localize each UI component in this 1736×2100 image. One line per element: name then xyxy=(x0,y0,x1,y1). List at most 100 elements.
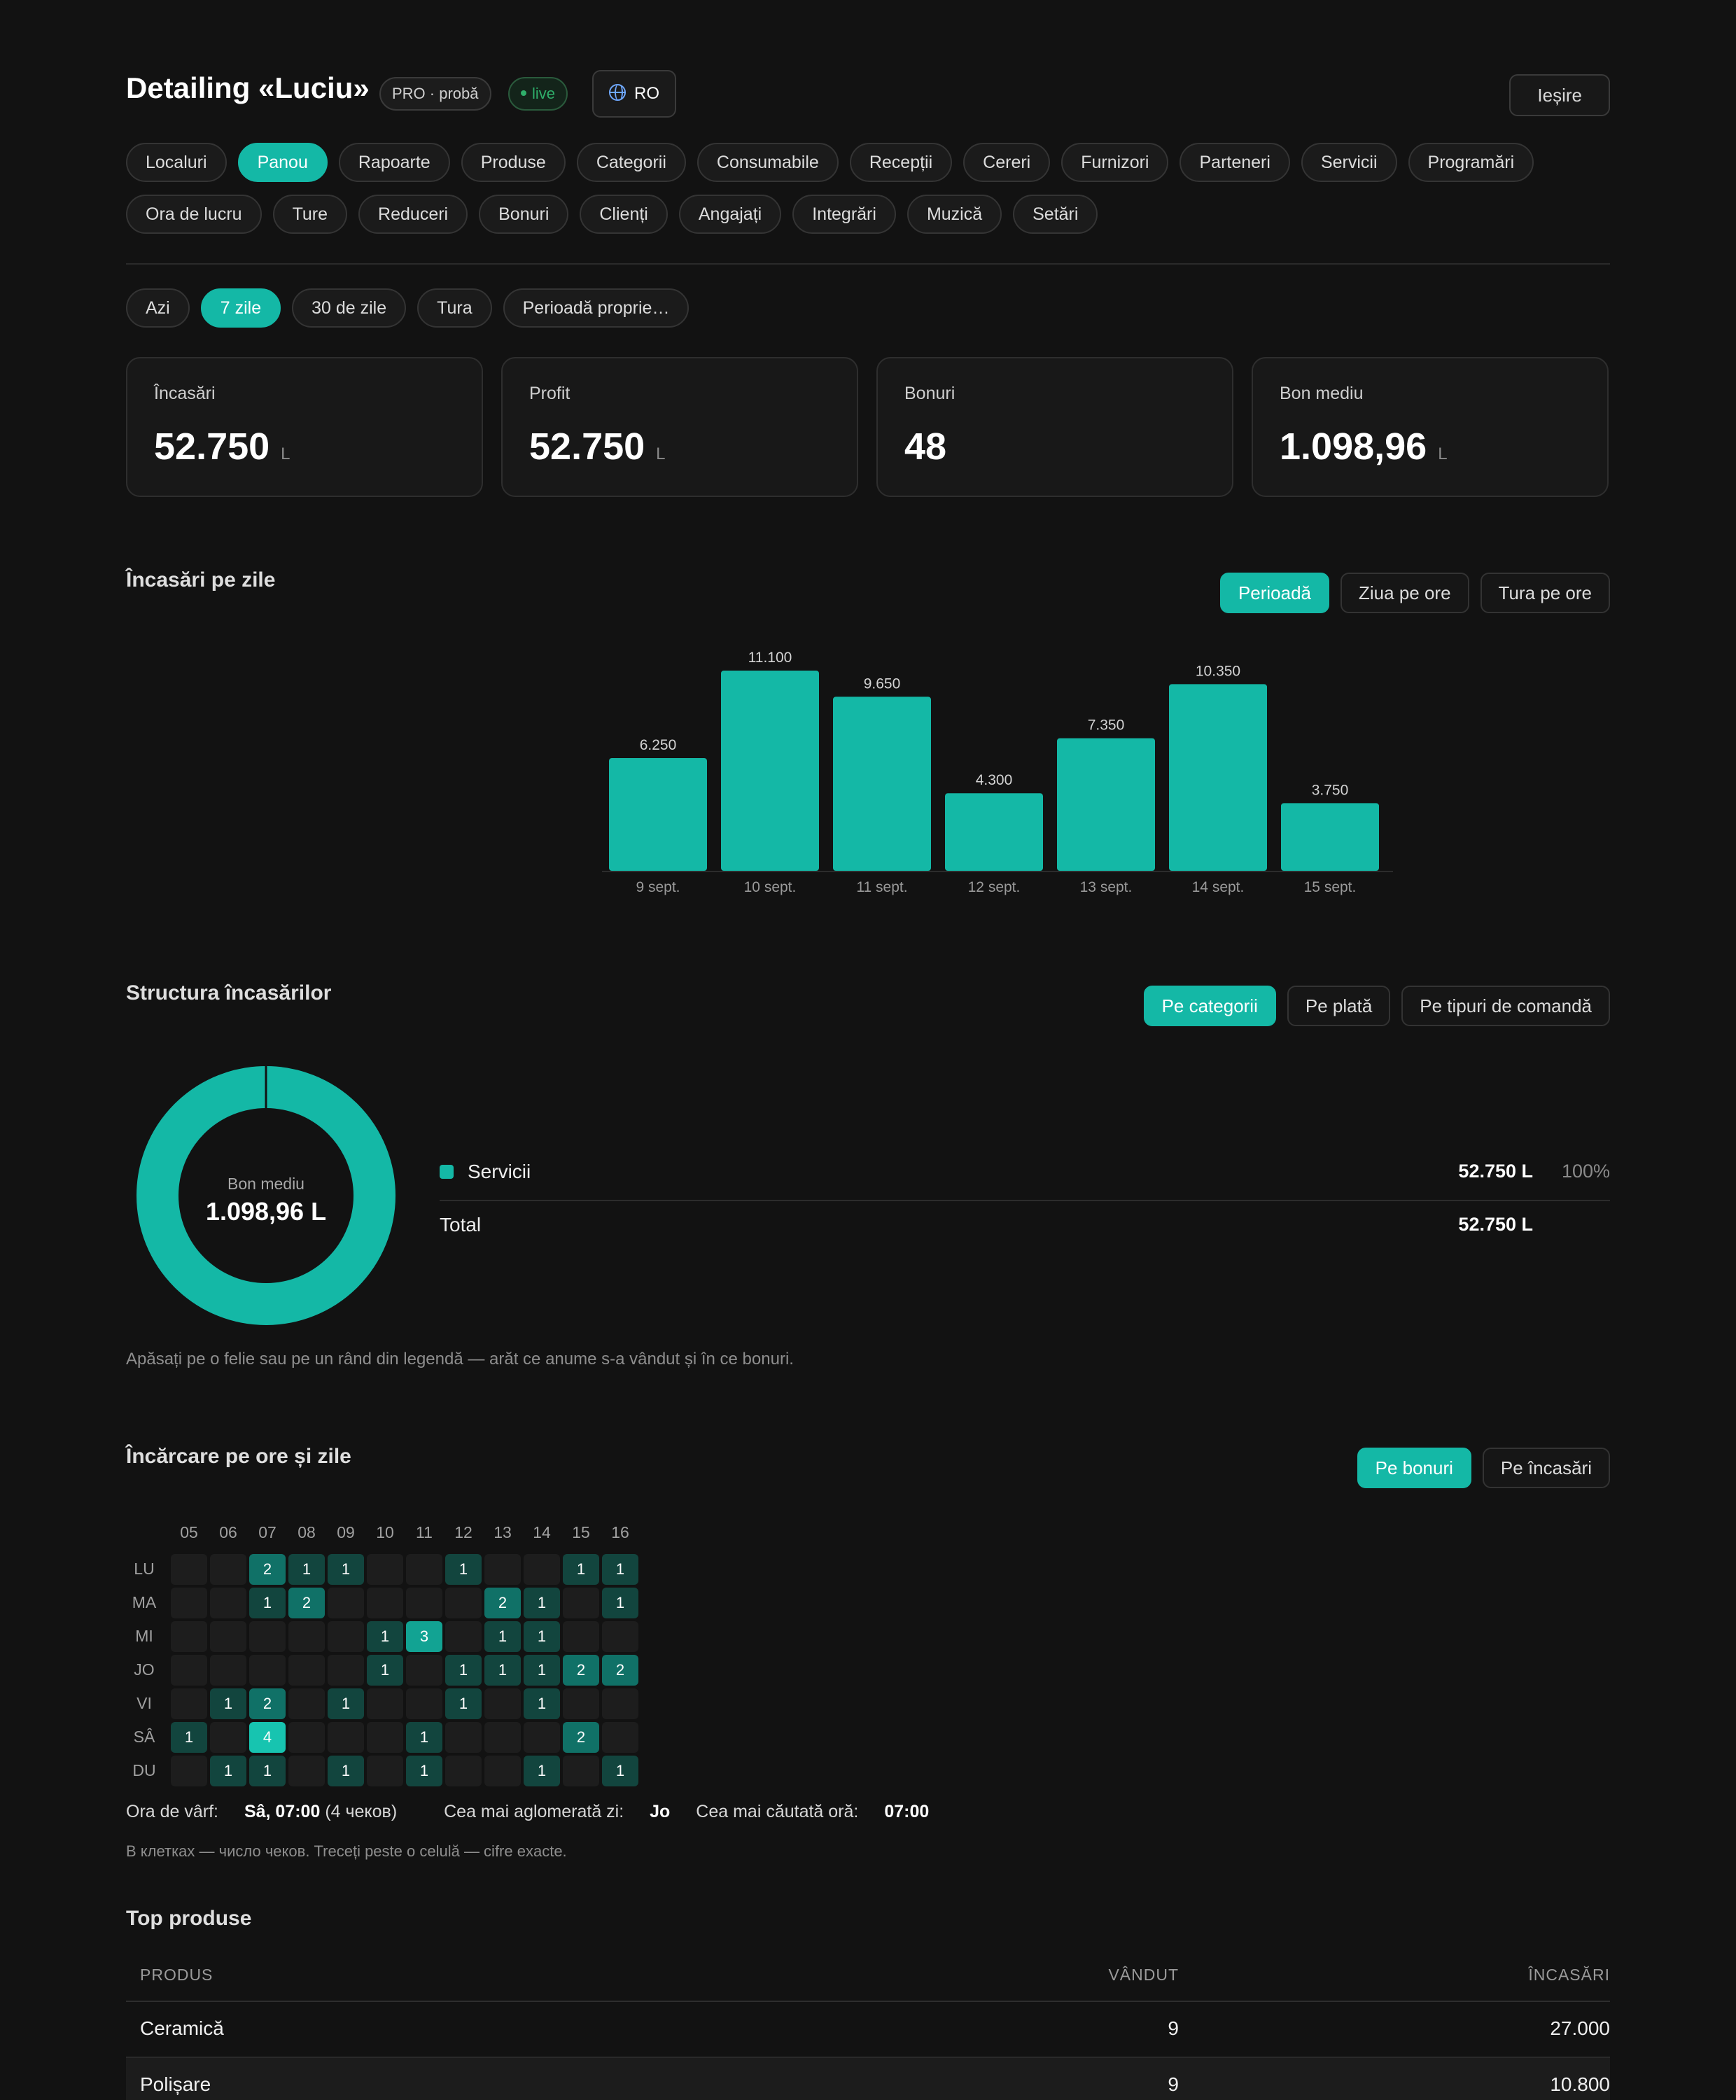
heatmap-cell[interactable] xyxy=(210,1722,246,1753)
heatmap-cell[interactable] xyxy=(484,1554,521,1585)
heatmap-cell[interactable]: 2 xyxy=(249,1554,286,1585)
heatmap-cell[interactable]: 1 xyxy=(210,1688,246,1719)
period-option-tura[interactable]: Tura xyxy=(417,288,492,328)
heatmap-cell[interactable]: 2 xyxy=(288,1588,325,1618)
legend-row-servicii[interactable]: Servicii 52.750 L 100% xyxy=(440,1148,1610,1201)
heatmap-cell[interactable]: 1 xyxy=(524,1588,560,1618)
nav-item-clienti[interactable]: Clienți xyxy=(580,195,668,234)
heatmap-cell[interactable] xyxy=(406,1554,442,1585)
heatmap-cell[interactable] xyxy=(563,1621,599,1652)
heatmap-cell[interactable] xyxy=(210,1655,246,1686)
heatmap-cell[interactable] xyxy=(524,1554,560,1585)
heatmap-cell[interactable]: 1 xyxy=(367,1655,403,1686)
nav-item-ture[interactable]: Ture xyxy=(272,195,348,234)
table-row[interactable]: Polișare 9 10.800 xyxy=(126,2058,1610,2100)
heatmap-cell[interactable]: 1 xyxy=(524,1756,560,1786)
bar-10-sept[interactable] xyxy=(721,671,819,871)
heatmap-cell[interactable] xyxy=(484,1756,521,1786)
heatmap-cell[interactable]: 1 xyxy=(445,1655,482,1686)
nav-item-cereri[interactable]: Cereri xyxy=(963,143,1051,182)
heatmap-cell[interactable] xyxy=(367,1688,403,1719)
nav-item-parteneri[interactable]: Parteneri xyxy=(1180,143,1290,182)
heatmap-cell[interactable] xyxy=(288,1722,325,1753)
heatmap-cell[interactable] xyxy=(445,1756,482,1786)
heatmap-cell[interactable]: 1 xyxy=(602,1554,638,1585)
heatmap-cell[interactable]: 1 xyxy=(406,1756,442,1786)
heatmap-cell[interactable]: 1 xyxy=(524,1688,560,1719)
nav-item-localuri[interactable]: Localuri xyxy=(126,143,227,182)
heatmap-cell[interactable]: 1 xyxy=(288,1554,325,1585)
heatmap-cell[interactable]: 2 xyxy=(563,1655,599,1686)
heatmap-cell[interactable] xyxy=(328,1655,364,1686)
toggle-pe-tipuri-de-comanda[interactable]: Pe tipuri de comandă xyxy=(1401,986,1610,1026)
nav-item-programari[interactable]: Programări xyxy=(1408,143,1534,182)
heatmap-cell[interactable] xyxy=(328,1621,364,1652)
heatmap-cell[interactable] xyxy=(288,1655,325,1686)
toggle-pe-incasari[interactable]: Pe încasări xyxy=(1482,1448,1610,1488)
table-row[interactable]: Ceramică 9 27.000 xyxy=(126,2002,1610,2058)
heatmap-cell[interactable] xyxy=(210,1588,246,1618)
toggle-tura-pe-ore[interactable]: Tura pe ore xyxy=(1480,573,1610,613)
language-button[interactable]: RO xyxy=(592,70,676,118)
heatmap-cell[interactable] xyxy=(367,1722,403,1753)
heatmap-cell[interactable] xyxy=(288,1621,325,1652)
heatmap-cell[interactable] xyxy=(445,1588,482,1618)
heatmap-cell[interactable] xyxy=(171,1756,207,1786)
heatmap-cell[interactable]: 1 xyxy=(484,1621,521,1652)
heatmap-cell[interactable] xyxy=(171,1554,207,1585)
heatmap-cell[interactable] xyxy=(171,1688,207,1719)
heatmap-cell[interactable]: 4 xyxy=(249,1722,286,1753)
heatmap-cell[interactable]: 1 xyxy=(524,1621,560,1652)
nav-item-servicii[interactable]: Servicii xyxy=(1301,143,1397,182)
heatmap-cell[interactable] xyxy=(602,1621,638,1652)
heatmap-cell[interactable] xyxy=(249,1621,286,1652)
bar-14-sept[interactable] xyxy=(1169,684,1267,871)
heatmap-cell[interactable]: 1 xyxy=(367,1621,403,1652)
period-option-perioada-proprie[interactable]: Perioadă proprie… xyxy=(503,288,690,328)
toggle-pe-categorii[interactable]: Pe categorii xyxy=(1143,986,1276,1026)
heatmap-cell[interactable] xyxy=(563,1756,599,1786)
heatmap-cell[interactable] xyxy=(563,1688,599,1719)
nav-item-reduceri[interactable]: Reduceri xyxy=(358,195,468,234)
nav-item-produse[interactable]: Produse xyxy=(461,143,566,182)
heatmap-cell[interactable] xyxy=(367,1554,403,1585)
heatmap-cell[interactable]: 1 xyxy=(445,1554,482,1585)
heatmap-cell[interactable]: 1 xyxy=(602,1756,638,1786)
period-option-30-de-zile[interactable]: 30 de zile xyxy=(292,288,407,328)
heatmap-cell[interactable] xyxy=(445,1621,482,1652)
nav-item-receptii[interactable]: Recepții xyxy=(849,143,953,182)
heatmap-cell[interactable] xyxy=(367,1756,403,1786)
heatmap-cell[interactable] xyxy=(484,1722,521,1753)
column-header-sold[interactable]: VÂNDUT xyxy=(1108,1966,1179,1984)
heatmap-cell[interactable] xyxy=(406,1588,442,1618)
period-option-azi[interactable]: Azi xyxy=(126,288,190,328)
nav-item-muzica[interactable]: Muzică xyxy=(906,195,1002,234)
toggle-perioada[interactable]: Perioadă xyxy=(1219,573,1330,613)
nav-item-furnizori[interactable]: Furnizori xyxy=(1061,143,1169,182)
bar-12-sept[interactable] xyxy=(945,793,1043,871)
nav-item-bonuri[interactable]: Bonuri xyxy=(479,195,569,234)
heatmap-cell[interactable] xyxy=(288,1756,325,1786)
toggle-pe-plata[interactable]: Pe plată xyxy=(1287,986,1391,1026)
period-option-7-zile[interactable]: 7 zile xyxy=(200,288,281,328)
nav-item-consumabile[interactable]: Consumabile xyxy=(696,143,839,182)
heatmap-cell[interactable] xyxy=(563,1588,599,1618)
nav-item-integrari[interactable]: Integrări xyxy=(792,195,896,234)
nav-item-panou[interactable]: Panou xyxy=(237,143,328,182)
nav-item-ora-de-lucru[interactable]: Ora de lucru xyxy=(126,195,262,234)
nav-item-rapoarte[interactable]: Rapoarte xyxy=(338,143,450,182)
heatmap-cell[interactable]: 1 xyxy=(445,1688,482,1719)
bar-15-sept[interactable] xyxy=(1281,803,1379,871)
heatmap-cell[interactable]: 1 xyxy=(484,1655,521,1686)
heatmap-cell[interactable] xyxy=(171,1588,207,1618)
heatmap-cell[interactable]: 1 xyxy=(249,1756,286,1786)
toggle-ziua-pe-ore[interactable]: Ziua pe ore xyxy=(1340,573,1469,613)
heatmap-cell[interactable]: 1 xyxy=(210,1756,246,1786)
bar-9-sept[interactable] xyxy=(609,757,707,871)
heatmap-cell[interactable] xyxy=(210,1621,246,1652)
heatmap-cell[interactable]: 2 xyxy=(602,1655,638,1686)
heatmap-cell[interactable] xyxy=(328,1588,364,1618)
heatmap-cell[interactable]: 1 xyxy=(563,1554,599,1585)
heatmap-cell[interactable]: 2 xyxy=(563,1722,599,1753)
nav-item-setari[interactable]: Setări xyxy=(1013,195,1098,234)
